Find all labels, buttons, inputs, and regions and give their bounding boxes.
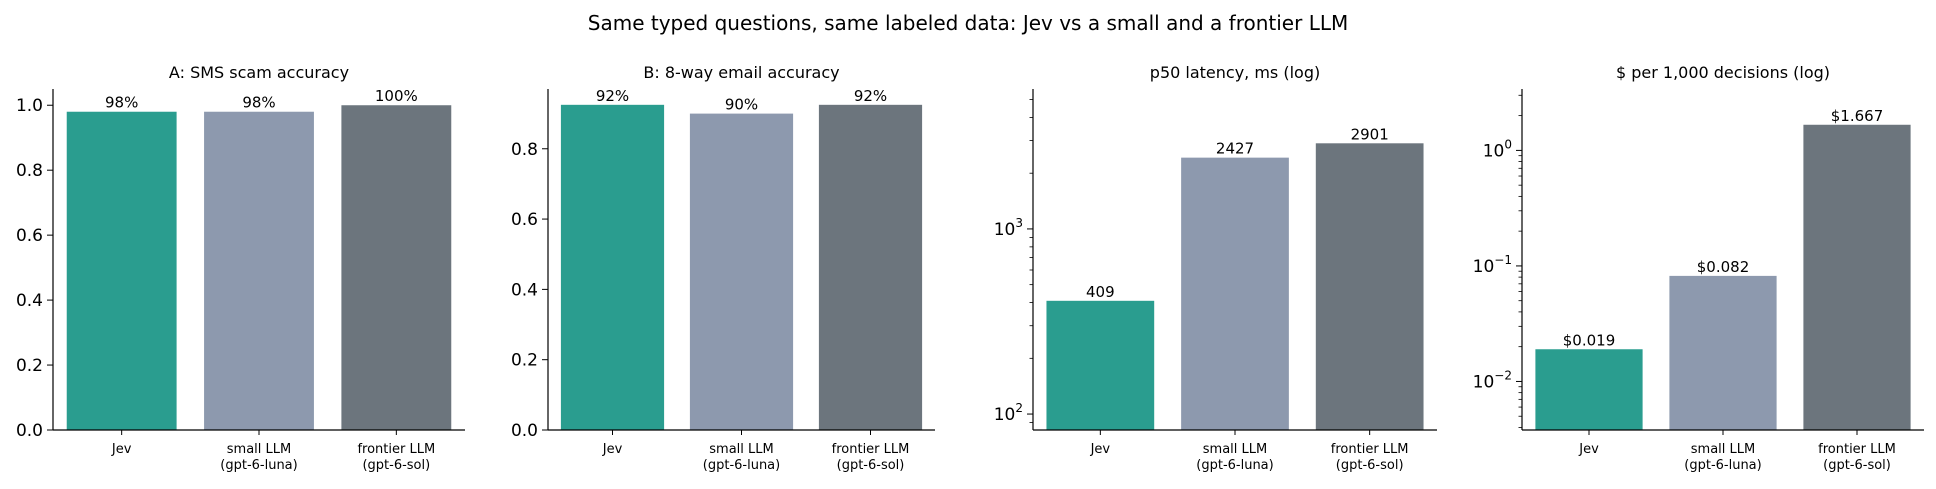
- data-label: 2901: [1351, 125, 1389, 143]
- bar-frontier-llm: [818, 104, 923, 431]
- y-tick-label: 0.2: [16, 356, 43, 376]
- y-tick-label: 0.4: [16, 291, 43, 311]
- figure-title: Same typed questions, same labeled data:…: [588, 11, 1348, 35]
- x-tick-label: Jev: [111, 442, 132, 457]
- data-label: 2427: [1216, 140, 1254, 158]
- data-label: 92%: [596, 87, 629, 105]
- y-tick-label: 1.0: [16, 96, 43, 116]
- x-tick-label: small LLM (gpt-6-luna): [220, 442, 297, 473]
- chart-panel-3: p50 latency, ms (log) 409 Jev 2427 small LLM…: [994, 63, 1437, 473]
- x-tick-label: small LLM (gpt-6-luna): [703, 442, 780, 473]
- data-label: 90%: [725, 96, 758, 114]
- bar-jev: [1535, 349, 1643, 430]
- y-tick-label: 0.6: [16, 226, 43, 246]
- bar-small-llm: [689, 113, 794, 430]
- y-tick-label: 0.2: [511, 351, 538, 371]
- y-tick-label: 0.4: [511, 280, 538, 300]
- y-tick-label: 102: [994, 401, 1023, 425]
- bar-small-llm: [1181, 157, 1289, 431]
- chart-panel-1: A: SMS scam accuracy 98% Jev 98% small LLM (g…: [16, 63, 465, 473]
- x-tick-label: small LLM (gpt-6-luna): [1196, 442, 1273, 473]
- y-tick-label: 0.0: [511, 421, 538, 441]
- data-label: 92%: [854, 87, 887, 105]
- x-tick-label: frontier LLM (gpt-6-sol): [832, 442, 910, 473]
- y-tick-label: 0.6: [511, 210, 538, 230]
- panel-title: B: 8-way email accuracy: [643, 63, 839, 82]
- y-tick-label: 10−2: [1473, 368, 1512, 392]
- bar-jev: [1046, 300, 1155, 430]
- data-label: 100%: [375, 87, 418, 105]
- x-tick-label: frontier LLM (gpt-6-sol): [1818, 442, 1896, 473]
- x-tick-label: frontier LLM (gpt-6-sol): [1331, 442, 1409, 473]
- chart-panels: A: SMS scam accuracy 98% Jev 98% small LLM (g…: [16, 63, 1924, 473]
- x-tick-label: small LLM (gpt-6-luna): [1684, 442, 1761, 473]
- x-tick-label: Jev: [1578, 442, 1599, 457]
- y-tick-label: 0.8: [16, 161, 43, 181]
- data-label: $0.019: [1563, 331, 1616, 349]
- panel-title: A: SMS scam accuracy: [169, 63, 349, 82]
- data-label: 98%: [242, 94, 275, 112]
- x-tick-label: Jev: [1090, 442, 1111, 457]
- panel-title: p50 latency, ms (log): [1150, 63, 1320, 82]
- bar-small-llm: [1669, 275, 1777, 430]
- bar-jev: [66, 111, 177, 430]
- bar-frontier-llm: [1803, 124, 1911, 430]
- y-tick-label: 0.0: [16, 421, 43, 441]
- data-label: $0.082: [1697, 258, 1750, 276]
- x-tick-label: frontier LLM (gpt-6-sol): [357, 442, 435, 473]
- y-tick-label: 0.8: [511, 140, 538, 160]
- data-label: $1.667: [1831, 107, 1884, 125]
- bar-small-llm: [204, 111, 314, 430]
- data-label: 98%: [105, 94, 138, 112]
- panel-title: $ per 1,000 decisions (log): [1616, 63, 1830, 82]
- chart-panel-4: $ per 1,000 decisions (log) $0.019 Jev $0.0…: [1473, 63, 1924, 473]
- data-label: 409: [1086, 283, 1115, 301]
- y-tick-label: 100: [1483, 137, 1512, 161]
- chart-panel-2: B: 8-way email accuracy 92% Jev 90% small LL…: [511, 63, 935, 473]
- bar-frontier-llm: [341, 105, 452, 430]
- bar-frontier-llm: [1315, 143, 1424, 430]
- y-tick-label: 10−1: [1473, 253, 1512, 277]
- y-tick-label: 103: [994, 216, 1023, 240]
- bar-jev: [560, 104, 665, 431]
- x-tick-label: Jev: [602, 442, 623, 457]
